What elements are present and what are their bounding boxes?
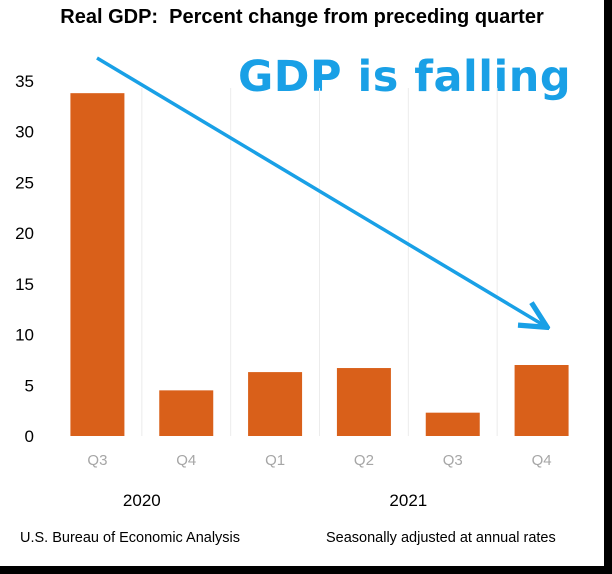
source-note: U.S. Bureau of Economic Analysis	[20, 530, 241, 546]
year-label: 2021	[389, 491, 427, 510]
trend-arrow	[96, 56, 545, 326]
bar-q4-5	[514, 365, 569, 436]
y-tick-label: 20	[15, 224, 34, 243]
adjustment-note: Seasonally adjusted at annual rates	[326, 530, 556, 546]
year-label: 2020	[123, 491, 161, 510]
bar-q3-0	[70, 93, 125, 437]
x-tick-label: Q2	[354, 452, 374, 469]
y-tick-label: 0	[25, 427, 34, 446]
bar-q1-2	[248, 372, 303, 436]
x-tick-label: Q3	[443, 452, 463, 469]
y-tick-label: 30	[15, 123, 34, 142]
y-tick-label: 25	[15, 173, 34, 192]
y-tick-label: 10	[15, 326, 34, 345]
y-tick-label: 15	[15, 275, 34, 294]
x-tick-label: Q3	[87, 452, 107, 469]
bar-chart: 0 5 10 15 20 25 30 35 Q3 Q4 Q1 Q2 Q3 Q4 2020 2021	[15, 56, 569, 510]
y-tick-label: 35	[15, 72, 34, 91]
x-tick-label: Q4	[176, 452, 196, 469]
x-tick-label: Q1	[265, 452, 285, 469]
chart-frame: Real GDP: Percent change from preceding …	[0, 0, 604, 566]
bar-q4-1	[159, 390, 214, 436]
y-tick-label: 5	[25, 376, 34, 395]
x-tick-label: Q4	[532, 452, 552, 469]
bar-q2-3	[336, 368, 391, 436]
annotation-text: GDP is falling	[238, 52, 572, 102]
bar-q3-4	[425, 412, 480, 436]
chart-title: Real GDP: Percent change from preceding …	[60, 6, 544, 28]
